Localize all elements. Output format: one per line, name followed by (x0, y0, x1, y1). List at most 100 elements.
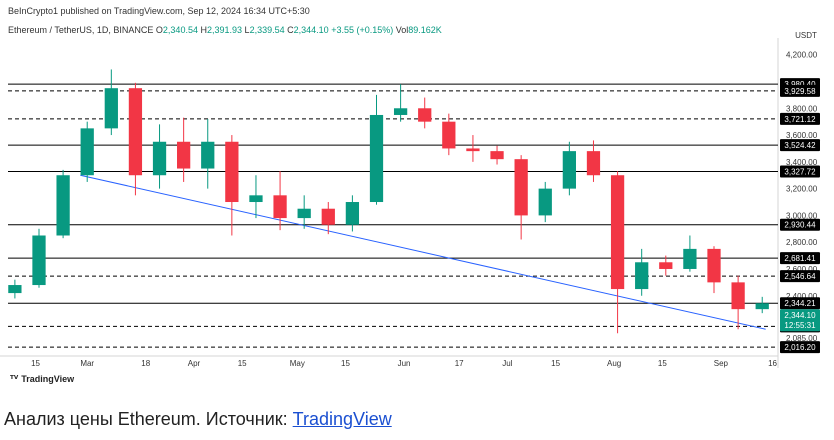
volume-label: Vol (395, 25, 409, 35)
x-tick-label: Jul (502, 359, 512, 368)
level-badge-label: 3,721.12 (784, 115, 816, 124)
symbol-name: Ethereum / TetherUS, 1D, BINANCE (8, 25, 154, 35)
level-badge-label: 2,344.21 (784, 299, 816, 308)
symbol-legend: Ethereum / TetherUS, 1D, BINANCE O2,340.… (8, 25, 442, 35)
level-badge (780, 139, 820, 152)
candle-body (683, 248, 697, 269)
ohlc-open: 2,340.54 (162, 25, 198, 35)
x-tick-label: 15 (31, 359, 40, 368)
candle-body (586, 151, 601, 176)
x-tick-label: 15 (341, 359, 350, 368)
trendline (80, 174, 766, 330)
level-badge-label: 3,929.58 (784, 87, 816, 96)
level-badge (780, 341, 820, 354)
candle-body (562, 151, 576, 189)
candle-body (707, 248, 721, 283)
x-tick-label: 15 (551, 359, 560, 368)
ohlc-change: +3.55 (+0.15%) (331, 25, 394, 35)
x-tick-label: 15 (658, 359, 667, 368)
current-price-label: 2,344.10 (784, 311, 816, 320)
tradingview-mark-icon: ᵀⱽ (10, 375, 19, 385)
y-tick-label: 3,000.00 (786, 211, 818, 220)
ohlc-high-label: H (200, 25, 207, 35)
candle-body (418, 108, 432, 122)
candle-body (345, 202, 360, 225)
bar-countdown: 12:55:31 (784, 321, 816, 330)
volume-value: 89.162K (408, 25, 442, 35)
level-badge (780, 84, 820, 97)
candle-body (128, 88, 143, 176)
candle-body (249, 195, 263, 203)
level-badge (780, 252, 820, 265)
level-badge-label: 3,980.40 (784, 80, 816, 89)
plot-background (0, 38, 834, 368)
y-tick-label: 3,600.00 (786, 131, 818, 140)
candle-body (321, 208, 335, 225)
level-badge-label: 2,930.44 (784, 221, 816, 230)
x-tick-label: 18 (141, 359, 150, 368)
y-tick-label: 3,200.00 (786, 185, 818, 194)
price-chart[interactable]: USDT2,085.002,200.002,400.002,600.002,80… (0, 0, 834, 392)
y-tick-label: 3,800.00 (786, 104, 818, 113)
x-tick-label: Apr (188, 359, 201, 368)
ohlc-close: 2,344.10 (293, 25, 329, 35)
current-price-badge (780, 309, 820, 332)
level-badge-label: 2,681.41 (784, 254, 816, 263)
candle-body (610, 175, 625, 290)
candle-body (32, 235, 46, 286)
candle-body (177, 141, 191, 169)
ohlc-low-label: L (244, 25, 250, 35)
candle-body (369, 114, 384, 203)
y-tick-label: 4,200.00 (786, 51, 818, 60)
candle-body (490, 151, 504, 160)
tradingview-logo: ᵀⱽ TradingView (10, 374, 74, 385)
candle-body (635, 262, 649, 290)
y-tick-label: 2,085.00 (786, 334, 818, 343)
candle-body (201, 141, 215, 169)
y-tick-label: 2,600.00 (786, 265, 818, 274)
candle-body (104, 88, 118, 129)
currency-label: USDT (795, 31, 817, 40)
x-tick-label: 15 (238, 359, 247, 368)
y-tick-label: 3,400.00 (786, 158, 818, 167)
level-badge (780, 112, 820, 125)
x-tick-label: 17 (455, 359, 464, 368)
candle-body (659, 262, 673, 269)
ohlc-open-label: O (155, 25, 163, 35)
candle-body (80, 128, 94, 176)
ohlc-high: 2,391.93 (206, 25, 243, 35)
figure-caption: Анализ цены Ethereum. Источник: TradingV… (4, 409, 392, 430)
level-badge (780, 297, 820, 310)
candle-body (514, 159, 528, 216)
candle-body (56, 175, 70, 236)
candle-body (538, 188, 552, 216)
level-badge (780, 218, 820, 231)
candle-body (755, 303, 769, 310)
ohlc-low: 2,339.54 (249, 25, 285, 35)
x-tick-label: Aug (607, 359, 621, 368)
source-link[interactable]: TradingView (292, 409, 392, 429)
candle-body (731, 282, 745, 310)
chart-frame: BeInCrypto1 published on TradingView.com… (0, 0, 834, 392)
candle-body (466, 148, 480, 152)
x-tick-label: May (290, 359, 305, 368)
y-tick-label: 2,800.00 (786, 238, 818, 247)
candle-body (442, 121, 456, 149)
brand-name: TradingView (21, 374, 75, 384)
candle-body (8, 285, 22, 294)
level-badge (780, 165, 820, 178)
x-tick-label: Sep (714, 359, 729, 368)
x-tick-label: 16 (768, 359, 777, 368)
ohlc-close-label: C (287, 25, 294, 35)
published-note: BeInCrypto1 published on TradingView.com… (8, 6, 310, 16)
x-tick-label: Jun (398, 359, 411, 368)
candle-body (273, 195, 287, 219)
candle-body (152, 141, 167, 176)
candle-body (297, 208, 311, 219)
candle-body (225, 141, 239, 203)
y-tick-label: 2,400.00 (786, 292, 818, 301)
level-badge (780, 270, 820, 283)
x-tick-label: Mar (80, 359, 94, 368)
level-badge-label: 2,546.64 (784, 272, 816, 281)
caption-text: Анализ цены Ethereum. Источник: (4, 409, 293, 429)
